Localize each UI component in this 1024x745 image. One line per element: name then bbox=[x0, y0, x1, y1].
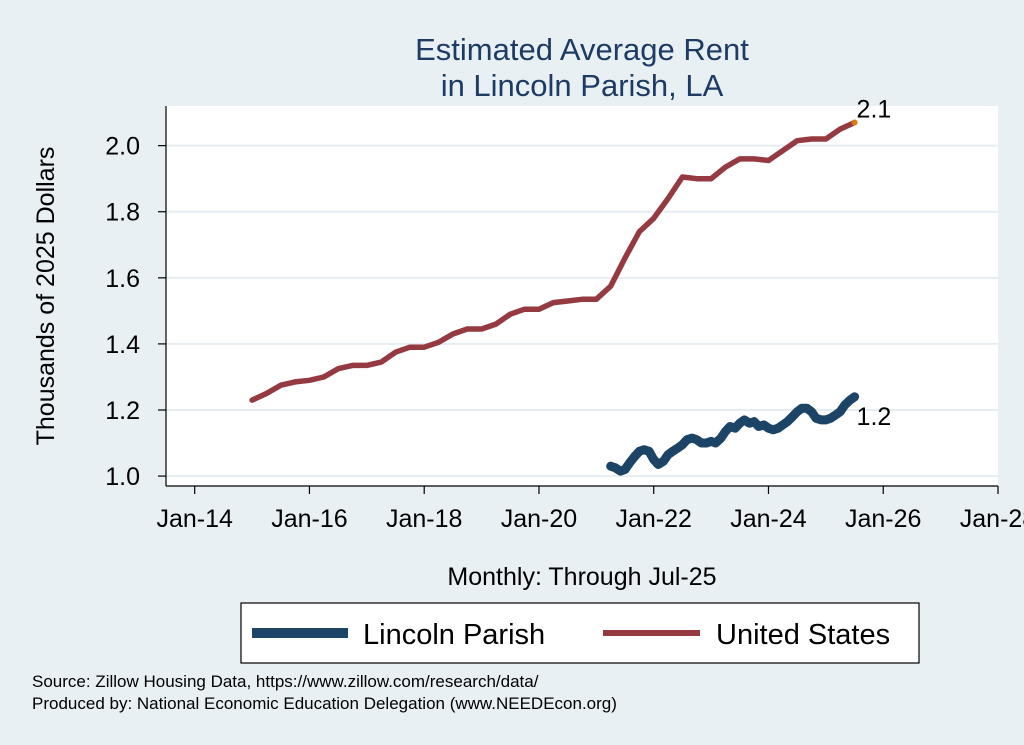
x-axis-ticks: Jan-14 Jan-16 Jan-18 Jan-20 Jan-22 Jan-24 Jan-… bbox=[156, 486, 1024, 533]
y-tick-label-5: 2.0 bbox=[105, 133, 140, 161]
legend-box bbox=[240, 602, 920, 664]
x-tick-label-7: Jan-28 bbox=[960, 505, 1024, 533]
end-label-lincoln-parish: 1.2 bbox=[857, 403, 892, 431]
x-tick-label-6: Jan-26 bbox=[845, 505, 921, 533]
legend-label-united-states: United States bbox=[716, 619, 890, 651]
plot-area bbox=[166, 106, 998, 486]
y-tick-label-2: 1.4 bbox=[105, 331, 140, 359]
y-tick-label-3: 1.6 bbox=[105, 265, 140, 293]
end-labels: 1.2 2.1 bbox=[851, 96, 892, 431]
produced-by-note: Produced by: National Economic Education… bbox=[32, 694, 617, 713]
x-tick-label-0: Jan-14 bbox=[156, 505, 233, 533]
x-tick-label-5: Jan-24 bbox=[730, 505, 807, 533]
y-tick-label-4: 1.8 bbox=[105, 199, 140, 227]
y-axis-ticks: 1.0 1.2 1.4 1.6 1.8 2.0 bbox=[105, 133, 166, 491]
series-lines bbox=[249, 119, 860, 476]
legend: Lincoln Parish United States bbox=[240, 602, 920, 664]
x-tick-label-1: Jan-16 bbox=[271, 505, 347, 533]
chart-title-line-2: in Lincoln Parish, LA bbox=[441, 68, 724, 103]
gridlines bbox=[166, 144, 998, 478]
x-axis-title: Monthly: Through Jul-25 bbox=[447, 563, 716, 591]
end-marker-united-states bbox=[851, 119, 858, 126]
chart-title-line-1: Estimated Average Rent bbox=[415, 32, 749, 67]
x-tick-label-2: Jan-18 bbox=[386, 505, 462, 533]
y-axis-title: Thousands of 2025 Dollars bbox=[32, 147, 60, 446]
source-note: Source: Zillow Housing Data, https://www… bbox=[32, 672, 539, 691]
x-tick-label-4: Jan-22 bbox=[615, 505, 691, 533]
series-line-lincoln-parish bbox=[606, 392, 860, 476]
legend-label-lincoln-parish: Lincoln Parish bbox=[363, 619, 545, 651]
series-line-united-states bbox=[249, 119, 858, 403]
x-tick-label-3: Jan-20 bbox=[501, 505, 577, 533]
end-label-united-states: 2.1 bbox=[857, 96, 892, 124]
chart-title-group: Estimated Average Rent in Lincoln Parish… bbox=[415, 32, 749, 103]
y-tick-label-0: 1.0 bbox=[105, 463, 140, 491]
y-tick-label-1: 1.2 bbox=[105, 397, 140, 425]
